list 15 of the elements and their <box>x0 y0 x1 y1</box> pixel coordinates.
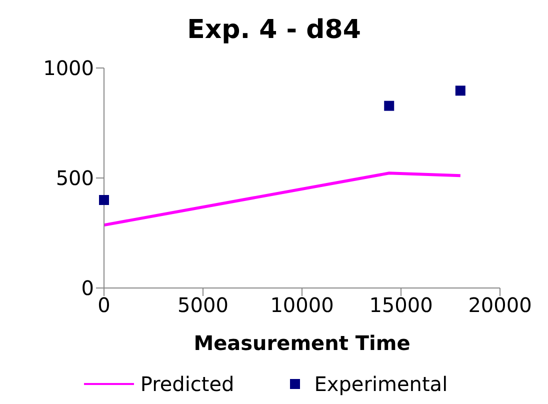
x-tick-label: 5000 <box>178 293 228 318</box>
y-tick-label: 0 <box>81 276 94 300</box>
x-tick-label: 20000 <box>468 293 532 318</box>
legend-label: Predicted <box>139 372 234 396</box>
point <box>99 195 109 205</box>
point <box>455 86 466 96</box>
legend-label: Experimental <box>313 372 448 396</box>
x-tick-label: 15000 <box>369 293 433 318</box>
y-tick-label: 1000 <box>43 56 94 80</box>
x-tick-label: 10000 <box>270 293 334 318</box>
y-tick-label: 500 <box>56 166 94 190</box>
x-axis-title: Measurement Time <box>194 331 410 355</box>
chart-title: Exp. 4 - d84 <box>186 14 362 47</box>
point <box>384 100 394 111</box>
x-tick-label: 0 <box>98 293 110 318</box>
